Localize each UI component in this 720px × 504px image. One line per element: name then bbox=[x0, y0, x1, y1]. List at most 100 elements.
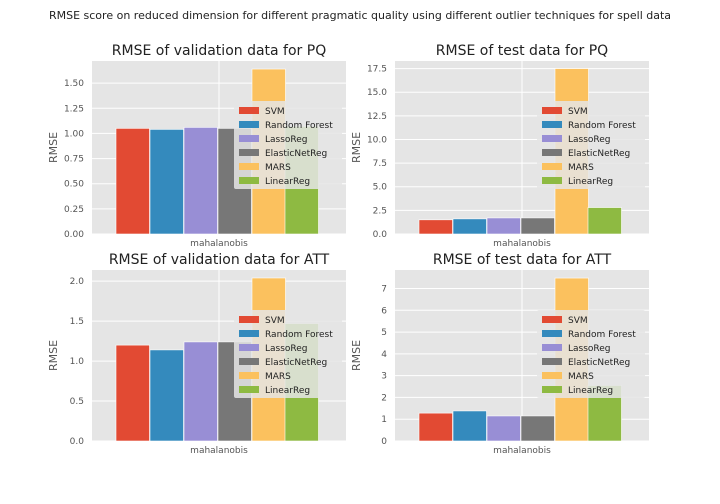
y-axis-label: RMSE bbox=[350, 132, 363, 163]
y-tick-label: 5 bbox=[381, 328, 387, 338]
legend-label: LinearReg bbox=[568, 177, 613, 187]
y-tick-label: 1.0 bbox=[70, 357, 85, 367]
legend-swatch bbox=[239, 107, 259, 114]
bar-random-forest bbox=[149, 349, 184, 442]
y-tick-label: 0.75 bbox=[64, 155, 84, 165]
x-tick-label: mahalanobis bbox=[190, 446, 248, 456]
legend-box bbox=[537, 310, 645, 398]
chart-title: RMSE of test data for ATT bbox=[433, 252, 612, 268]
bar-svm bbox=[115, 128, 150, 235]
x-tick-label: mahalanobis bbox=[190, 239, 248, 249]
legend-swatch bbox=[542, 163, 562, 170]
legend-swatch bbox=[239, 316, 259, 323]
bar-elasticnetreg bbox=[520, 415, 555, 442]
legend-swatch bbox=[542, 344, 562, 351]
legend-swatch bbox=[542, 330, 562, 337]
legend-label: LassoReg bbox=[568, 344, 611, 354]
legend-label: ElasticNetReg bbox=[265, 149, 327, 159]
legend-label: LassoReg bbox=[265, 135, 308, 145]
legend-swatch bbox=[239, 372, 259, 379]
y-tick-label: 3 bbox=[381, 372, 387, 382]
bar-lassoreg bbox=[486, 217, 521, 235]
legend-label: SVM bbox=[265, 316, 285, 326]
legend-swatch bbox=[542, 149, 562, 156]
y-tick-label: 0.50 bbox=[64, 180, 84, 190]
legend-label: LinearReg bbox=[265, 177, 310, 187]
y-tick-label: 0.0 bbox=[373, 230, 388, 240]
y-tick-label: 17.5 bbox=[367, 65, 387, 75]
legend-swatch bbox=[542, 316, 562, 323]
bar-lassoreg bbox=[486, 415, 521, 442]
y-tick-label: 1.5 bbox=[70, 317, 84, 327]
y-tick-label: 1.50 bbox=[64, 79, 84, 89]
legend-label: SVM bbox=[265, 107, 285, 117]
legend-swatch bbox=[239, 121, 259, 128]
y-tick-label: 0 bbox=[381, 437, 387, 447]
chart-panel-4: 0 1 2 3 4 5 6 7 mahalanobis RMSE of test data for… bbox=[350, 252, 649, 456]
legend-label: LassoReg bbox=[265, 344, 308, 354]
y-tick-label: 7 bbox=[381, 285, 387, 295]
legend-swatch bbox=[239, 358, 259, 365]
legend-swatch bbox=[239, 386, 259, 393]
legend-swatch bbox=[542, 135, 562, 142]
legend-swatch bbox=[542, 121, 562, 128]
y-axis-label: RMSE bbox=[47, 132, 60, 163]
legend-label: MARS bbox=[265, 163, 291, 173]
y-tick-label: 1 bbox=[381, 415, 387, 425]
y-tick-label: 12.5 bbox=[367, 112, 387, 122]
legend-label: LinearReg bbox=[265, 386, 310, 396]
y-tick-label: 0.0 bbox=[70, 437, 85, 447]
legend-box bbox=[234, 101, 342, 189]
x-tick-label: mahalanobis bbox=[493, 239, 551, 249]
y-axis-label: RMSE bbox=[350, 340, 363, 371]
legend-swatch bbox=[542, 372, 562, 379]
legend-label: SVM bbox=[568, 107, 588, 117]
legend-swatch bbox=[239, 177, 259, 184]
bar-elasticnetreg bbox=[520, 217, 555, 235]
legend-label: SVM bbox=[568, 316, 588, 326]
y-tick-label: 1.25 bbox=[64, 104, 84, 114]
legend-label: Random Forest bbox=[568, 121, 636, 131]
chart-panel-1: 0.00 0.25 0.50 0.75 1.00 1.25 1.50 mahalanobis R… bbox=[47, 43, 346, 249]
legend-swatch bbox=[542, 386, 562, 393]
legend-label: Random Forest bbox=[568, 330, 636, 340]
x-tick-label: mahalanobis bbox=[493, 446, 551, 456]
y-tick-label: 0.25 bbox=[64, 205, 84, 215]
bar-svm bbox=[418, 412, 453, 442]
y-tick-label: 1.00 bbox=[64, 129, 84, 139]
legend-label: MARS bbox=[568, 163, 594, 173]
legend-label: Random Forest bbox=[265, 330, 333, 340]
legend-box bbox=[537, 101, 645, 189]
legend-swatch bbox=[542, 177, 562, 184]
legend-swatch bbox=[542, 107, 562, 114]
bar-lassoreg bbox=[183, 127, 218, 235]
legend-swatch bbox=[239, 135, 259, 142]
y-tick-label: 2.5 bbox=[373, 206, 387, 216]
chart-title: RMSE of validation data for PQ bbox=[112, 43, 326, 59]
bar-linearreg bbox=[587, 207, 622, 235]
chart-panel-3: 0.0 0.5 1.0 1.5 2.0 mahalanobis RMSE of valida… bbox=[47, 252, 346, 456]
legend-label: LassoReg bbox=[568, 135, 611, 145]
y-tick-label: 0.5 bbox=[70, 397, 84, 407]
bar-lassoreg bbox=[183, 341, 218, 442]
legend-label: LinearReg bbox=[568, 386, 613, 396]
y-tick-label: 2 bbox=[381, 393, 387, 403]
legend-label: ElasticNetReg bbox=[265, 358, 327, 368]
figure-suptitle: RMSE score on reduced dimension for diff… bbox=[49, 9, 671, 22]
y-tick-label: 7.5 bbox=[373, 159, 387, 169]
y-tick-label: 0.00 bbox=[64, 230, 84, 240]
y-tick-label: 5.0 bbox=[373, 183, 388, 193]
y-tick-label: 2.0 bbox=[70, 277, 85, 287]
legend-box bbox=[234, 310, 342, 398]
chart-title: RMSE of test data for PQ bbox=[436, 43, 608, 59]
chart-panel-2: 0.0 2.5 5.0 7.5 10.0 12.5 15.0 17.5 mahalanobis R… bbox=[350, 43, 649, 249]
bar-svm bbox=[418, 219, 453, 235]
y-tick-label: 6 bbox=[381, 306, 387, 316]
y-tick-label: 10.0 bbox=[367, 135, 387, 145]
y-tick-label: 15.0 bbox=[367, 88, 387, 98]
legend-swatch bbox=[239, 149, 259, 156]
bar-svm bbox=[115, 344, 150, 442]
bar-random-forest bbox=[452, 218, 487, 235]
bar-random-forest bbox=[149, 129, 184, 235]
